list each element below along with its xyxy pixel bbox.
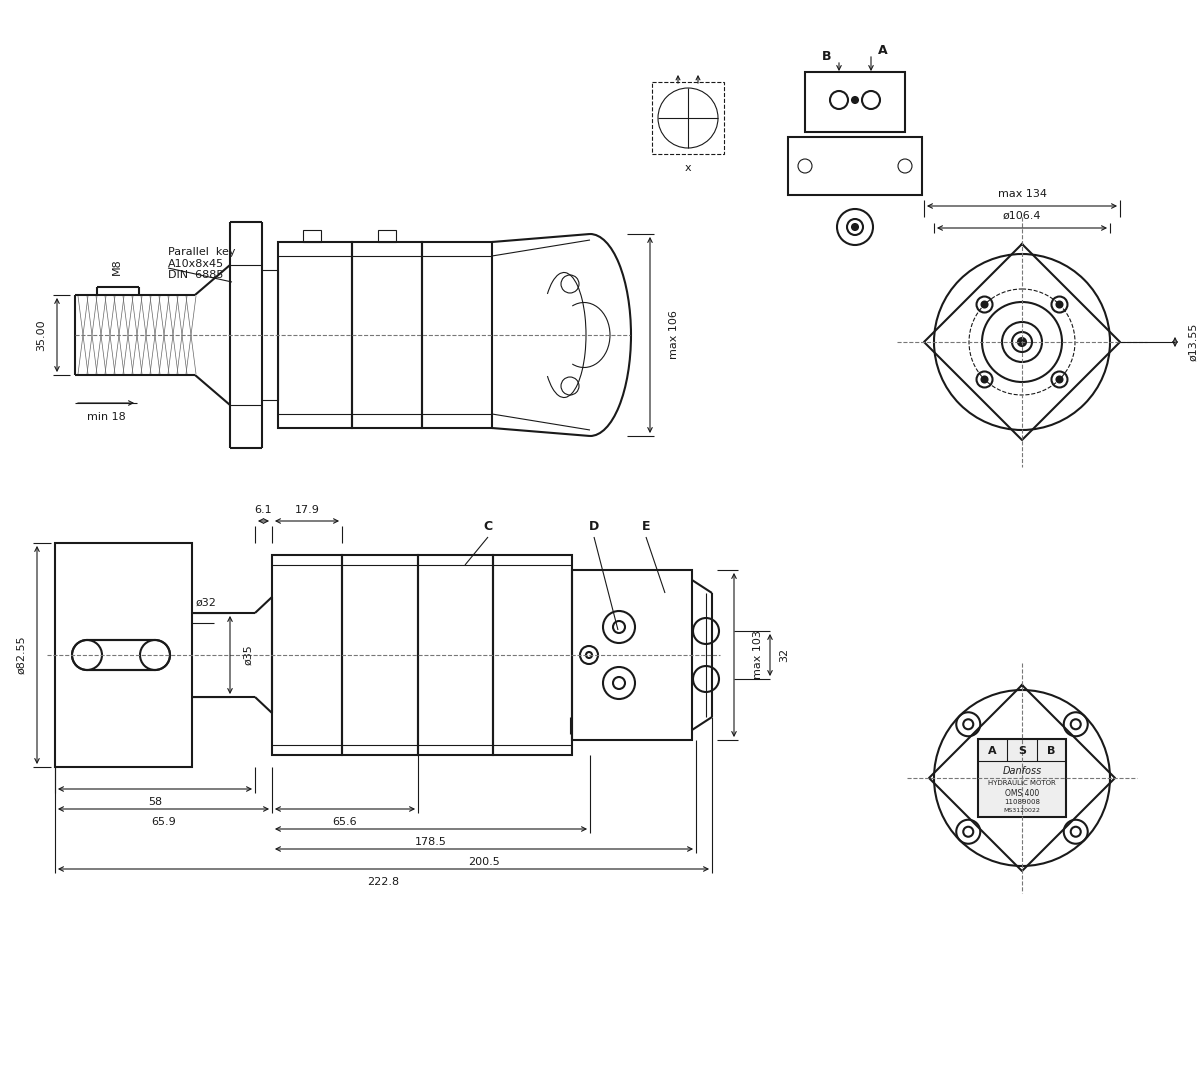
Text: min 18: min 18 bbox=[86, 412, 125, 422]
Bar bbox=[652, 82, 724, 155]
Text: 6.1: 6.1 bbox=[254, 505, 272, 515]
Bar bbox=[342, 555, 418, 755]
Text: A: A bbox=[989, 746, 997, 756]
Text: max 106: max 106 bbox=[670, 310, 679, 359]
Bar bbox=[788, 137, 922, 195]
Text: Parallel  key
A10x8x45
DIN  6885: Parallel key A10x8x45 DIN 6885 bbox=[168, 247, 235, 280]
Circle shape bbox=[1056, 302, 1062, 308]
Circle shape bbox=[72, 640, 102, 670]
Text: 58: 58 bbox=[148, 797, 162, 807]
Circle shape bbox=[140, 640, 170, 670]
Text: 65.6: 65.6 bbox=[332, 817, 358, 827]
Bar bbox=[422, 242, 492, 428]
Bar bbox=[978, 739, 1066, 817]
Text: A: A bbox=[878, 44, 888, 57]
Circle shape bbox=[1056, 377, 1062, 382]
Text: max 103: max 103 bbox=[754, 631, 763, 679]
Bar bbox=[278, 242, 352, 428]
Text: E: E bbox=[642, 520, 650, 533]
Text: B: B bbox=[1048, 746, 1056, 756]
Text: ø13.55: ø13.55 bbox=[1188, 323, 1198, 362]
Bar bbox=[378, 230, 396, 242]
Bar bbox=[272, 555, 342, 755]
Circle shape bbox=[852, 224, 858, 230]
Circle shape bbox=[1018, 338, 1026, 346]
Text: 17.9: 17.9 bbox=[294, 505, 319, 515]
Bar bbox=[352, 242, 422, 428]
Text: HYDRAULIC MOTOR: HYDRAULIC MOTOR bbox=[988, 780, 1056, 787]
Bar bbox=[302, 230, 322, 242]
Text: 32: 32 bbox=[779, 648, 790, 662]
Text: 35.00: 35.00 bbox=[36, 319, 46, 351]
Text: 65.9: 65.9 bbox=[151, 817, 176, 827]
Circle shape bbox=[982, 302, 988, 308]
Text: M8: M8 bbox=[112, 259, 122, 276]
Text: 222.8: 222.8 bbox=[367, 877, 400, 887]
Bar bbox=[55, 543, 192, 767]
Text: x: x bbox=[685, 163, 691, 173]
Bar bbox=[88, 640, 155, 670]
Text: Danfoss: Danfoss bbox=[1002, 766, 1042, 776]
Text: C: C bbox=[484, 520, 492, 533]
Text: 11089008: 11089008 bbox=[1004, 799, 1040, 805]
Circle shape bbox=[852, 97, 858, 103]
Bar bbox=[805, 72, 905, 132]
Circle shape bbox=[982, 377, 988, 382]
Text: max 134: max 134 bbox=[997, 189, 1046, 199]
Text: OMS 400: OMS 400 bbox=[1004, 789, 1039, 797]
Text: D: D bbox=[589, 520, 599, 533]
Text: B: B bbox=[822, 49, 832, 62]
Text: ø106.4: ø106.4 bbox=[1003, 211, 1042, 221]
Text: ø32: ø32 bbox=[196, 598, 216, 608]
Text: 178.5: 178.5 bbox=[415, 837, 446, 847]
Text: ø35: ø35 bbox=[242, 645, 253, 665]
Text: ø82.55: ø82.55 bbox=[16, 635, 26, 674]
Text: MS3120022: MS3120022 bbox=[1003, 808, 1040, 813]
Bar bbox=[493, 555, 572, 755]
Text: 200.5: 200.5 bbox=[468, 857, 500, 867]
Bar bbox=[418, 555, 493, 755]
Bar bbox=[572, 570, 692, 740]
Text: S: S bbox=[1018, 746, 1026, 756]
